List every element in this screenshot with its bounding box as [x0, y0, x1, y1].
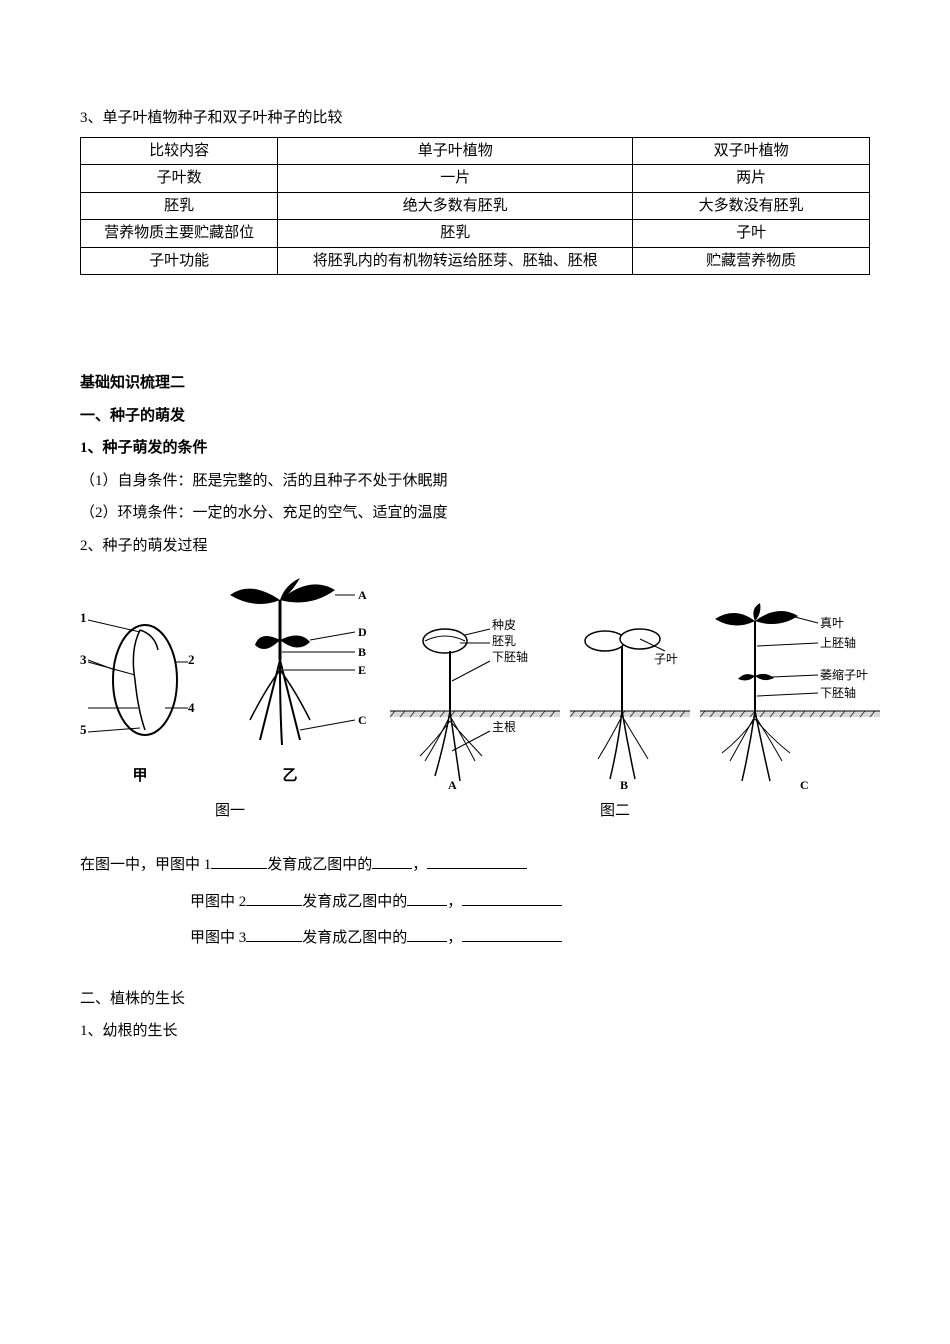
table-cell: 比较内容: [81, 137, 278, 165]
svg-text:主根: 主根: [492, 720, 516, 734]
svg-text:种皮: 种皮: [492, 618, 516, 632]
svg-text:A: A: [448, 778, 457, 791]
svg-text:下胚轴: 下胚轴: [820, 685, 856, 700]
table-cell: 双子叶植物: [633, 137, 870, 165]
table-cell: 子叶: [633, 220, 870, 248]
svg-text:萎缩子叶: 萎缩子叶: [820, 667, 868, 682]
table-cell: 胚乳: [278, 220, 633, 248]
seed-num-5: 5: [80, 722, 87, 737]
svg-text:D: D: [358, 625, 367, 639]
svg-text:B: B: [620, 778, 628, 791]
fig1-caption: 图一: [80, 797, 380, 826]
table-cell: 子叶数: [81, 165, 278, 193]
svg-text:C: C: [800, 778, 809, 791]
seed-num-3: 3: [80, 652, 87, 667]
table-cell: 单子叶植物: [278, 137, 633, 165]
svg-text:B: B: [358, 645, 366, 659]
figure2-C: 真叶 上胚轴 萎缩子叶 下胚轴 C: [700, 601, 880, 791]
section3-h2: 1、幼根的生长: [80, 1017, 870, 1046]
figure2-B: 子叶 B: [570, 601, 690, 791]
section2-h1: 一、种子的萌发: [80, 402, 870, 431]
figure-row: 1 3 2 4 5 甲 A: [80, 570, 870, 791]
table-cell: 子叶功能: [81, 247, 278, 275]
fill-line-1: 在图一中，甲图中 1发育成乙图中的，: [80, 851, 870, 880]
svg-text:E: E: [358, 663, 366, 677]
compare-table: 比较内容单子叶植物双子叶植物子叶数一片两片胚乳绝大多数有胚乳大多数没有胚乳营养物…: [80, 137, 870, 276]
condition-1: （1）自身条件：胚是完整的、活的且种子不处于休眠期: [80, 467, 870, 496]
section3-h1: 二、植株的生长: [80, 985, 870, 1014]
table-cell: 营养物质主要贮藏部位: [81, 220, 278, 248]
table-cell: 贮藏营养物质: [633, 247, 870, 275]
condition-2: （2）环境条件：一定的水分、充足的空气、适宜的温度: [80, 499, 870, 528]
seed-num-4: 4: [188, 700, 195, 715]
seed-num-1: 1: [80, 610, 87, 625]
section2-h1a: 1、种子萌发的条件: [80, 434, 870, 463]
table-cell: 将胚乳内的有机物转运给胚芽、胚轴、胚根: [278, 247, 633, 275]
section2-h2: 2、种子的萌发过程: [80, 532, 870, 561]
figure-yi: A D B E C 乙: [210, 570, 370, 791]
svg-text:胚乳: 胚乳: [492, 634, 516, 648]
svg-text:真叶: 真叶: [820, 616, 844, 630]
table-cell: 胚乳: [81, 192, 278, 220]
table-cell: 一片: [278, 165, 633, 193]
seedling-diagram-svg: A D B E C: [210, 570, 370, 760]
fill-line-3: 甲图中 3发育成乙图中的，: [80, 924, 870, 953]
section2-title: 基础知识梳理二: [80, 369, 870, 398]
figure2-A: 种皮 胚乳 下胚轴 主根 A: [390, 601, 560, 791]
svg-text:A: A: [358, 588, 367, 602]
table-cell: 两片: [633, 165, 870, 193]
table-cell: 大多数没有胚乳: [633, 192, 870, 220]
seed-num-2: 2: [188, 652, 195, 667]
compare-heading: 3、单子叶植物种子和双子叶种子的比较: [80, 104, 870, 133]
yi-label: 乙: [210, 762, 370, 791]
svg-text:下胚轴: 下胚轴: [492, 649, 528, 664]
svg-text:子叶: 子叶: [654, 652, 678, 666]
jia-label: 甲: [80, 762, 200, 791]
seed-diagram-svg: 1 3 2 4 5: [80, 590, 200, 760]
figure-jia: 1 3 2 4 5 甲: [80, 590, 200, 791]
fill-line-2: 甲图中 2发育成乙图中的，: [80, 888, 870, 917]
table-cell: 绝大多数有胚乳: [278, 192, 633, 220]
svg-text:C: C: [358, 713, 367, 727]
fig2-caption: 图二: [380, 797, 850, 826]
svg-text:上胚轴: 上胚轴: [820, 635, 856, 650]
